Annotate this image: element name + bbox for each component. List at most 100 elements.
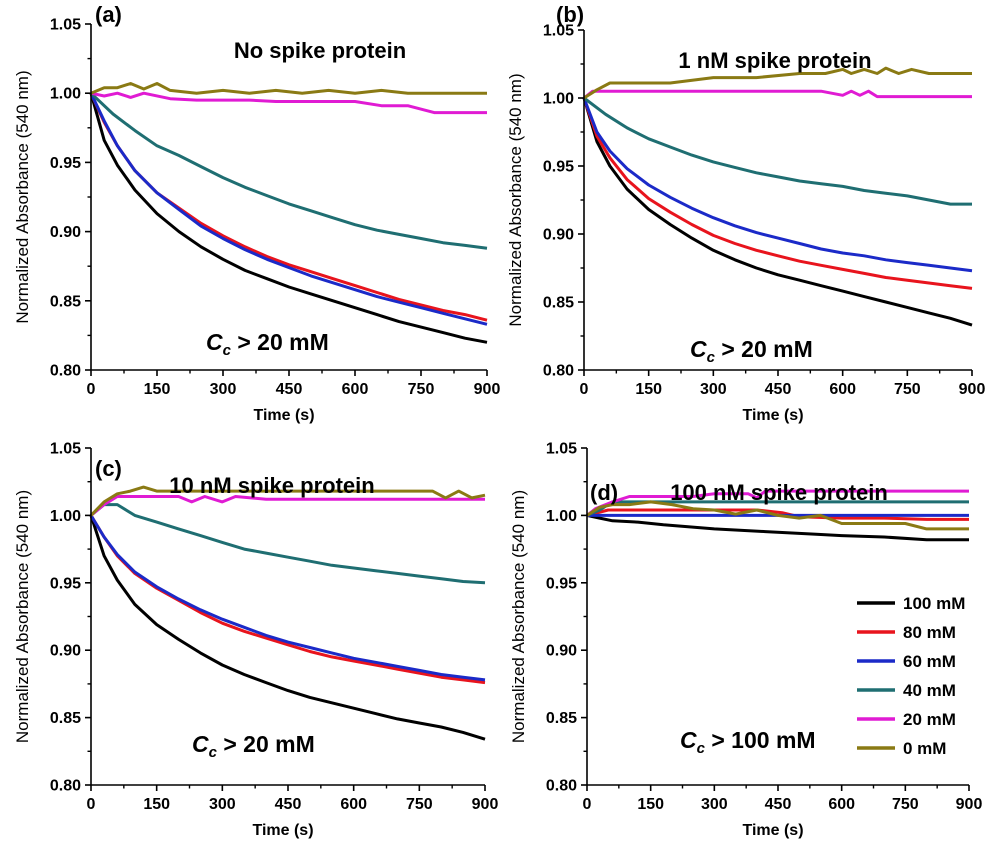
x-tick-label: 150 [143,796,170,813]
x-tick-label: 150 [637,796,664,813]
annotation-subscript: c [697,740,706,757]
x-axis-title: Time (s) [742,407,803,424]
series-line-20-mm [586,489,969,517]
x-tick-label: 450 [275,796,302,813]
series-line-20-mm [90,495,485,517]
x-tick-label: 0 [580,381,589,398]
y-tick-label: 1.00 [50,86,81,103]
x-tick-label: 600 [829,381,856,398]
annotation-condition: > 20 mM [231,329,329,355]
y-tick-label: 0.85 [543,295,574,312]
series-line-60-mm [89,92,488,326]
series-line-0-mm [586,500,969,531]
series-line-0-mm [89,485,486,517]
x-tick-label: 750 [408,381,435,398]
x-tick-label: 900 [956,796,983,813]
y-tick-label: 1.00 [543,91,574,108]
y-tick-label: 1.00 [546,508,577,525]
series-line-20-mm [90,91,487,115]
y-tick-label: 0.95 [546,575,577,592]
y-tick-label: 0.90 [546,643,577,660]
annotation-variable: C [192,731,209,757]
threshold-annotation: Cc > 20 mM [690,336,813,366]
y-tick-label: 0.90 [50,224,81,241]
series-line-80-mm [586,508,969,521]
series-line-40-mm [583,96,972,206]
series-line-100-mm [89,92,488,344]
y-tick-label: 1.05 [50,17,81,34]
y-axis-title: Normalized Absorbance (540 nm) [509,490,528,743]
x-axis-title: Time (s) [252,822,313,839]
panel-letter: (a) [95,2,122,27]
x-tick-label: 600 [828,796,855,813]
x-tick-label: 900 [959,381,986,398]
x-tick-label: 450 [765,381,792,398]
series-line-100-mm [582,97,973,327]
series-line-40-mm [89,92,488,250]
x-tick-label: 300 [701,796,728,813]
annotation-subscript: c [707,349,716,366]
x-tick-label: 750 [406,796,433,813]
series-line-40-mm [90,503,486,585]
series-line-20-mm [583,89,972,100]
series-line-60-mm [89,514,486,682]
annotation-variable: C [206,329,223,355]
legend-label: 20 mM [903,710,956,729]
legend-label: 40 mM [903,681,956,700]
y-tick-label: 1.00 [50,508,81,525]
legend-label: 100 mM [903,594,965,613]
y-tick-label: 0.90 [543,227,574,244]
panel-title: No spike protein [234,38,406,63]
legend-label: 0 mM [903,739,946,758]
series-line-0-mm [90,82,487,95]
panel-title: 1 nM spike protein [678,48,871,73]
x-tick-label: 750 [894,381,921,398]
annotation-subscript: c [209,744,218,761]
x-tick-label: 0 [87,796,96,813]
x-tick-label: 450 [276,381,303,398]
annotation-variable: C [680,727,697,753]
panel-b: 0 150 300 450 600 750 900 0.80 0.85 0.90 0.95 1.00 1… [506,2,985,424]
x-tick-label: 450 [765,796,792,813]
y-tick-label: 0.80 [543,363,574,380]
x-tick-label: 150 [144,381,171,398]
series-line-0-mm [583,66,972,100]
x-tick-label: 750 [892,796,919,813]
y-tick-label: 0.90 [50,643,81,660]
annotation-condition: > 20 mM [715,336,813,362]
x-tick-label: 600 [340,796,367,813]
threshold-annotation: Cc > 20 mM [206,329,329,359]
x-tick-label: 900 [472,796,499,813]
y-tick-label: 0.95 [50,155,81,172]
x-tick-label: 300 [700,381,727,398]
y-tick-label: 1.05 [543,23,574,40]
y-tick-label: 0.80 [546,778,577,795]
panel-title: 10 nM spike protein [169,473,374,498]
y-axis-title: Normalized Absorbance (540 nm) [13,70,32,323]
y-tick-label: 0.80 [50,363,81,380]
x-axis-title: Time (s) [742,822,803,839]
x-tick-label: 600 [342,381,369,398]
series-line-100-mm [89,514,486,741]
series-line-80-mm [582,97,973,290]
panel-letter: (c) [95,456,122,481]
y-tick-label: 0.85 [50,293,81,310]
y-axis-title: Normalized Absorbance (540 nm) [13,490,32,743]
annotation-variable: C [690,336,707,362]
threshold-annotation: Cc > 100 mM [680,727,816,757]
y-tick-label: 1.05 [50,441,81,458]
series-line-60-mm [582,97,973,273]
series-line-80-mm [89,514,486,685]
annotation-condition: > 20 mM [217,731,315,757]
panel-letter: (b) [556,2,584,27]
legend-label: 60 mM [903,652,956,671]
annotation-subscript: c [223,342,232,359]
y-tick-label: 0.85 [546,710,577,727]
panel-d: 0 150 300 450 600 750 900 0.80 0.85 0.90 0.95 1.00 1… [509,441,982,840]
x-tick-label: 0 [583,796,592,813]
legend: 100 mM 80 mM 60 mM 40 mM 20 mM 0 mM [857,594,965,758]
y-axis-title: Normalized Absorbance (540 nm) [506,73,525,326]
y-tick-label: 0.80 [50,778,81,795]
panel-a: 0 150 300 450 600 750 900 0.80 0.85 0.90 0.95 1.00 1… [13,2,500,424]
annotation-condition: > 100 mM [705,727,816,753]
